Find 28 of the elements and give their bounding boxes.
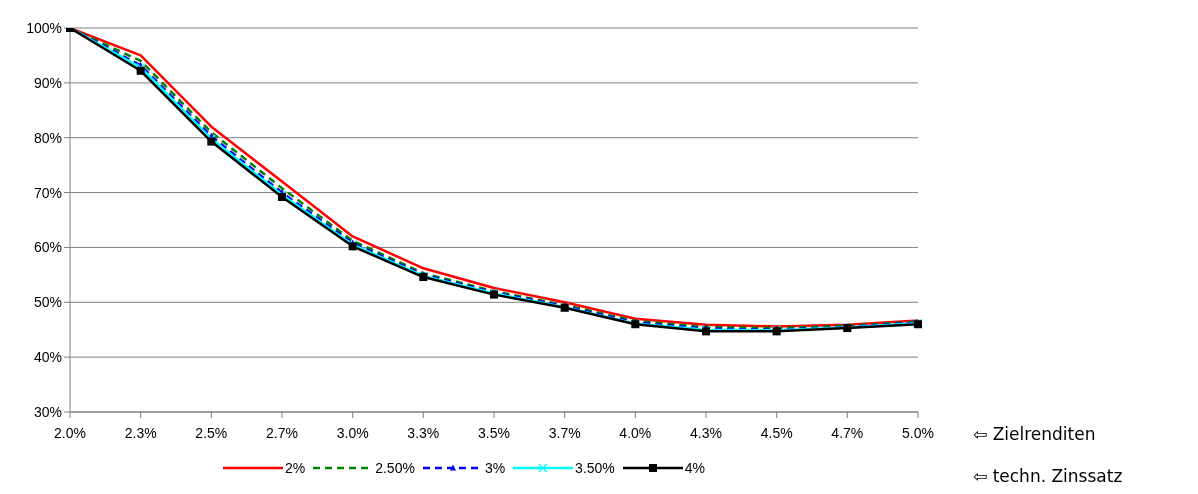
legend-label: 2.50% xyxy=(375,460,415,476)
x-tick-label: 2.0% xyxy=(54,424,86,441)
legend-label: 4% xyxy=(684,460,706,476)
y-tick-label: 100% xyxy=(26,19,62,36)
y-tick-label: 40% xyxy=(33,349,62,366)
legend-label: 3.50% xyxy=(575,460,615,476)
x-tick-label: 4.5% xyxy=(760,424,793,441)
x-tick-label: 3.3% xyxy=(407,424,440,441)
x-tick-label: 4.0% xyxy=(619,424,652,441)
y-tick-label: 60% xyxy=(33,239,62,256)
y-tick-label: 80% xyxy=(33,129,62,146)
x-tick-label: 2.5% xyxy=(195,424,228,441)
x-tick-label: 3.0% xyxy=(336,424,369,441)
x-tick-label: 5.0% xyxy=(902,424,934,441)
y-tick-label: 90% xyxy=(33,74,62,91)
text: ⇦ techn. Zinssatz xyxy=(973,466,1123,486)
x-tick-label: 2.7% xyxy=(266,424,298,441)
y-tick-label: 50% xyxy=(33,294,62,311)
legend-label: 2% xyxy=(284,460,306,476)
x-tick-label: 3.7% xyxy=(548,424,581,441)
x-tick-label: 4.7% xyxy=(831,424,864,441)
x-tick-label: 4.3% xyxy=(690,424,722,441)
y-tick-label: 70% xyxy=(33,184,62,201)
x-tick-label: 2.3% xyxy=(124,424,157,441)
legend-label: 3% xyxy=(484,460,506,476)
x-tick-label: 3.5% xyxy=(478,424,510,441)
text: ⇦ Zielrenditen xyxy=(973,424,1096,444)
y-tick-label: 30% xyxy=(33,403,62,420)
